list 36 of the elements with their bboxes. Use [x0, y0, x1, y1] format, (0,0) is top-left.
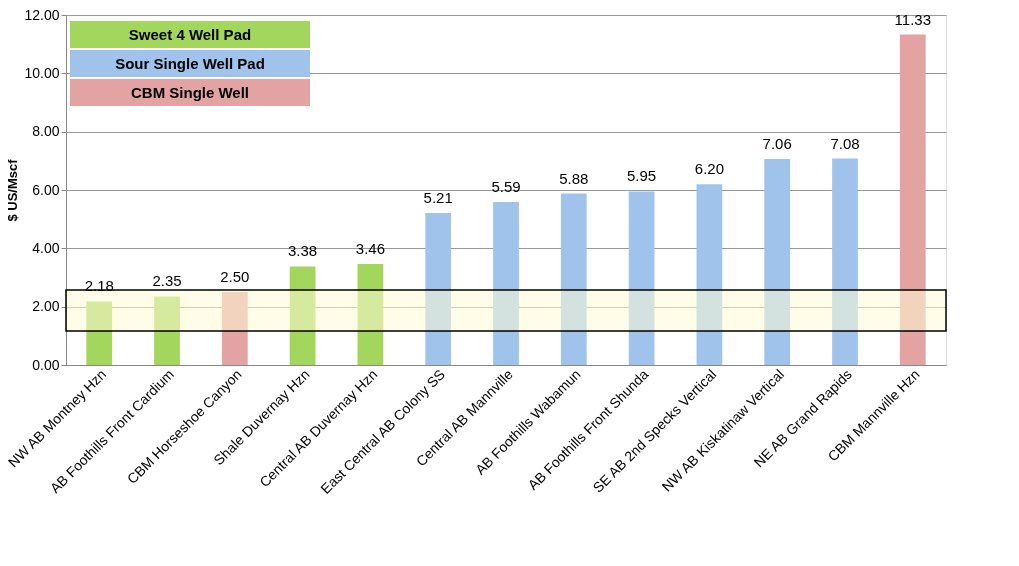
bar	[425, 213, 452, 365]
text: Sweet 4 Well Pad	[128, 25, 252, 43]
data-label: 7.06	[762, 135, 792, 153]
data-label: 6.20	[694, 160, 724, 178]
data-label: 11.33	[894, 10, 931, 28]
data-label: 5.21	[423, 189, 453, 207]
bar	[696, 184, 723, 365]
data-label: 2.50	[220, 268, 250, 286]
y-tick-label: 12.00	[24, 6, 60, 23]
bar	[221, 292, 248, 365]
data-label: 7.08	[830, 134, 860, 152]
data-label: 3.38	[288, 242, 318, 260]
bar	[899, 34, 926, 365]
y-tick-label: 10.00	[24, 64, 60, 81]
data-label: 2.35	[152, 272, 182, 290]
bar	[86, 301, 113, 365]
y-tick-label: 2.00	[32, 298, 60, 315]
text: Sour Single Well Pad	[115, 54, 265, 72]
bar	[832, 158, 858, 365]
data-label: 5.59	[491, 177, 521, 195]
bar	[628, 191, 655, 365]
y-tick-label: 8.00	[32, 123, 60, 140]
y-tick-label: 0.00	[32, 356, 60, 373]
data-label: 5.95	[626, 167, 657, 185]
bar	[560, 193, 587, 365]
bar	[154, 296, 180, 365]
bar	[493, 201, 519, 365]
text: CBM Single Well	[130, 83, 250, 101]
bar	[764, 159, 791, 365]
bar	[357, 264, 384, 365]
y-axis-title: $ US/Mscf	[5, 158, 21, 222]
data-label: 3.46	[355, 240, 386, 258]
data-label: 5.88	[559, 169, 589, 187]
y-tick-label: 4.00	[32, 239, 60, 256]
bar	[289, 266, 316, 365]
y-tick-label: 6.00	[32, 181, 60, 198]
